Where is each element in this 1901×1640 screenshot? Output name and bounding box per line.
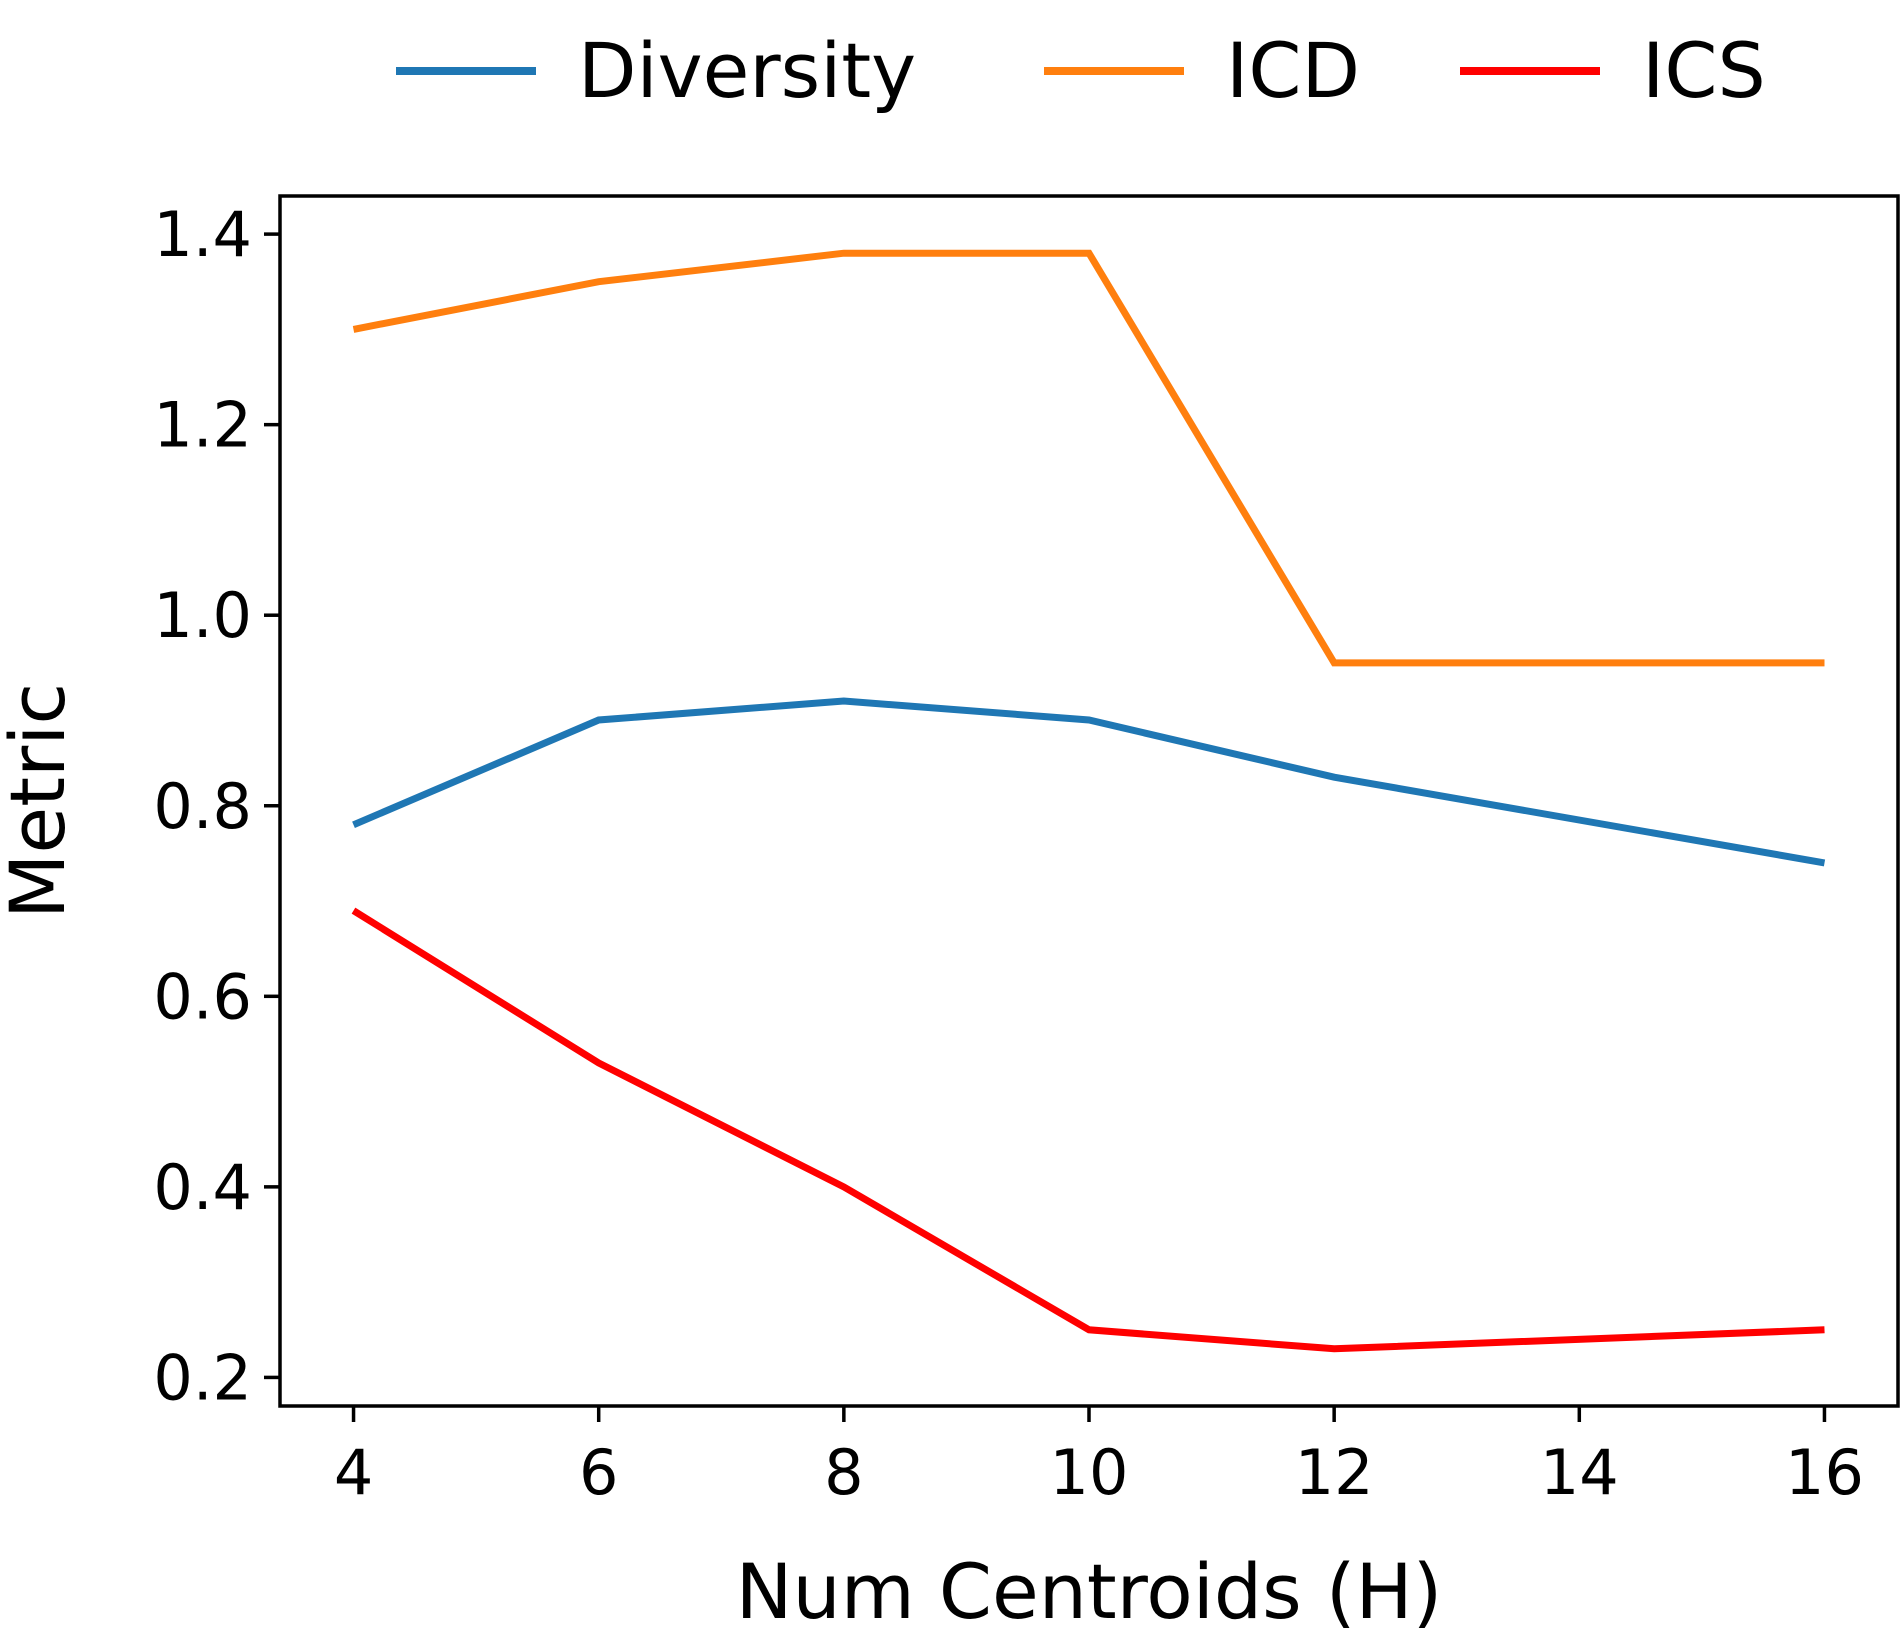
- y-axis: 0.2 0.4 0.6 0.8 1.0 1.2 1.4: [153, 198, 280, 1414]
- legend-item-diversity: Diversity: [396, 26, 916, 115]
- y-tick-label: 0.8: [153, 770, 252, 843]
- series-line-diversity: [352, 697, 1826, 867]
- y-tick-label: 0.6: [153, 960, 252, 1033]
- x-tick-label: 14: [1540, 1436, 1619, 1509]
- legend-label: ICD: [1226, 26, 1360, 115]
- x-axis: 4 6 8 10 12 14 16: [334, 1406, 1864, 1509]
- y-tick-label: 1.0: [153, 579, 252, 652]
- y-tick-label: 0.4: [153, 1151, 252, 1224]
- y-tick-label: 0.2: [153, 1341, 252, 1414]
- x-tick-label: 6: [579, 1436, 618, 1509]
- y-tick-label: 1.2: [153, 389, 252, 462]
- y-axis-label: Metric: [0, 683, 82, 919]
- legend: Diversity ICD ICS: [396, 26, 1766, 115]
- y-tick-label: 1.4: [153, 198, 252, 271]
- axes-frame: [278, 194, 1900, 1408]
- series-line-ics: [351, 907, 1825, 1353]
- x-tick-label: 8: [824, 1436, 863, 1509]
- x-tick-label: 16: [1785, 1436, 1864, 1509]
- legend-item-ics: ICS: [1460, 26, 1766, 115]
- legend-label: Diversity: [578, 26, 916, 115]
- legend-label: ICS: [1642, 26, 1766, 115]
- x-tick-label: 10: [1050, 1436, 1129, 1509]
- x-tick-label: 4: [334, 1436, 373, 1509]
- x-axis-label: Num Centroids (H): [736, 1547, 1443, 1636]
- series-lines: [351, 249, 1826, 1353]
- x-tick-label: 12: [1295, 1436, 1374, 1509]
- series-line-icd: [352, 249, 1825, 667]
- legend-item-icd: ICD: [1044, 26, 1360, 115]
